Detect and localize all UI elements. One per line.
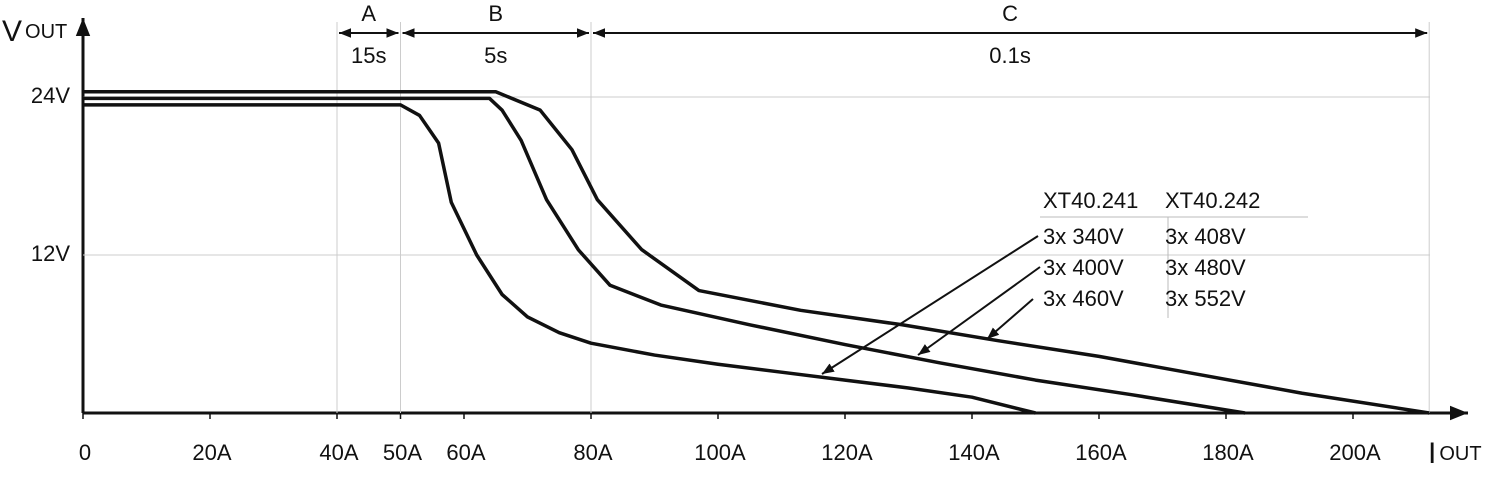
region-label: C (1002, 1, 1018, 26)
region-duration: 0.1s (989, 43, 1031, 68)
y-label-main: V (2, 15, 22, 48)
pointer-arrow (986, 298, 1034, 340)
y-tick-label: 24V (31, 83, 70, 108)
x-tick-label: 80A (573, 440, 612, 465)
x-tick-label: 160A (1075, 440, 1127, 465)
table-header: XT40.241 (1043, 188, 1138, 213)
x-axis-label: I OUT (1428, 437, 1482, 470)
region-duration: 5s (484, 43, 507, 68)
y-label-sub: OUT (25, 21, 67, 43)
table-cell: 3x 460V (1043, 286, 1124, 311)
region-label: A (361, 1, 376, 26)
table-cell: 3x 400V (1043, 255, 1124, 280)
x-tick-label: 40A (319, 440, 358, 465)
curve (83, 103, 1036, 415)
table-cell: 3x 552V (1165, 286, 1246, 311)
table-header: XT40.242 (1165, 188, 1260, 213)
y-tick-label: 12V (31, 241, 70, 266)
region-label: B (488, 1, 503, 26)
y-axis-label: V OUT (2, 15, 67, 48)
region-duration: 15s (351, 43, 386, 68)
pointer-arrow (917, 266, 1041, 356)
x-tick-label: 180A (1202, 440, 1254, 465)
x-tick-label: 60A (446, 440, 485, 465)
x-tick-label: 200A (1329, 440, 1381, 465)
curve (83, 89, 1430, 415)
x-tick-label: 100A (694, 440, 746, 465)
x-tick-label: 140A (948, 440, 1000, 465)
x-label-sub: OUT (1439, 443, 1481, 465)
table-cell: 3x 408V (1165, 224, 1246, 249)
curve (83, 96, 1246, 415)
table-cell: 3x 480V (1165, 255, 1246, 280)
x-tick-label: 50A (383, 440, 422, 465)
x-tick-label: 20A (192, 440, 231, 465)
x-label-main: I (1428, 437, 1436, 470)
pointer-arrow (821, 235, 1039, 375)
table-cell: 3x 340V (1043, 224, 1124, 249)
x-tick-label: 120A (821, 440, 873, 465)
x-tick-label: 0 (79, 440, 91, 465)
